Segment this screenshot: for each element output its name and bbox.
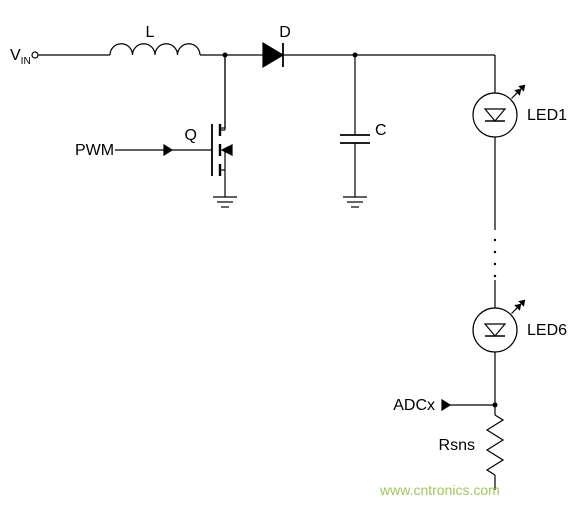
inductor xyxy=(110,44,200,55)
led6-label: LED6 xyxy=(527,322,567,339)
inductor-label: L xyxy=(146,24,155,41)
mosfet-label: Q xyxy=(185,127,197,144)
led1 xyxy=(473,93,517,137)
adc-label: ADCx xyxy=(393,397,435,414)
vin-label: VIN xyxy=(10,47,31,67)
rsns-label: Rsns xyxy=(439,437,475,454)
diode-label: D xyxy=(279,24,291,41)
watermark: www.cntronics.com xyxy=(379,482,500,498)
pwm-label: PWM xyxy=(75,142,114,159)
cap-label: C xyxy=(375,122,387,139)
rsns xyxy=(487,415,503,475)
diode xyxy=(263,43,283,67)
led6 xyxy=(473,308,517,352)
led1-label: LED1 xyxy=(527,107,567,124)
